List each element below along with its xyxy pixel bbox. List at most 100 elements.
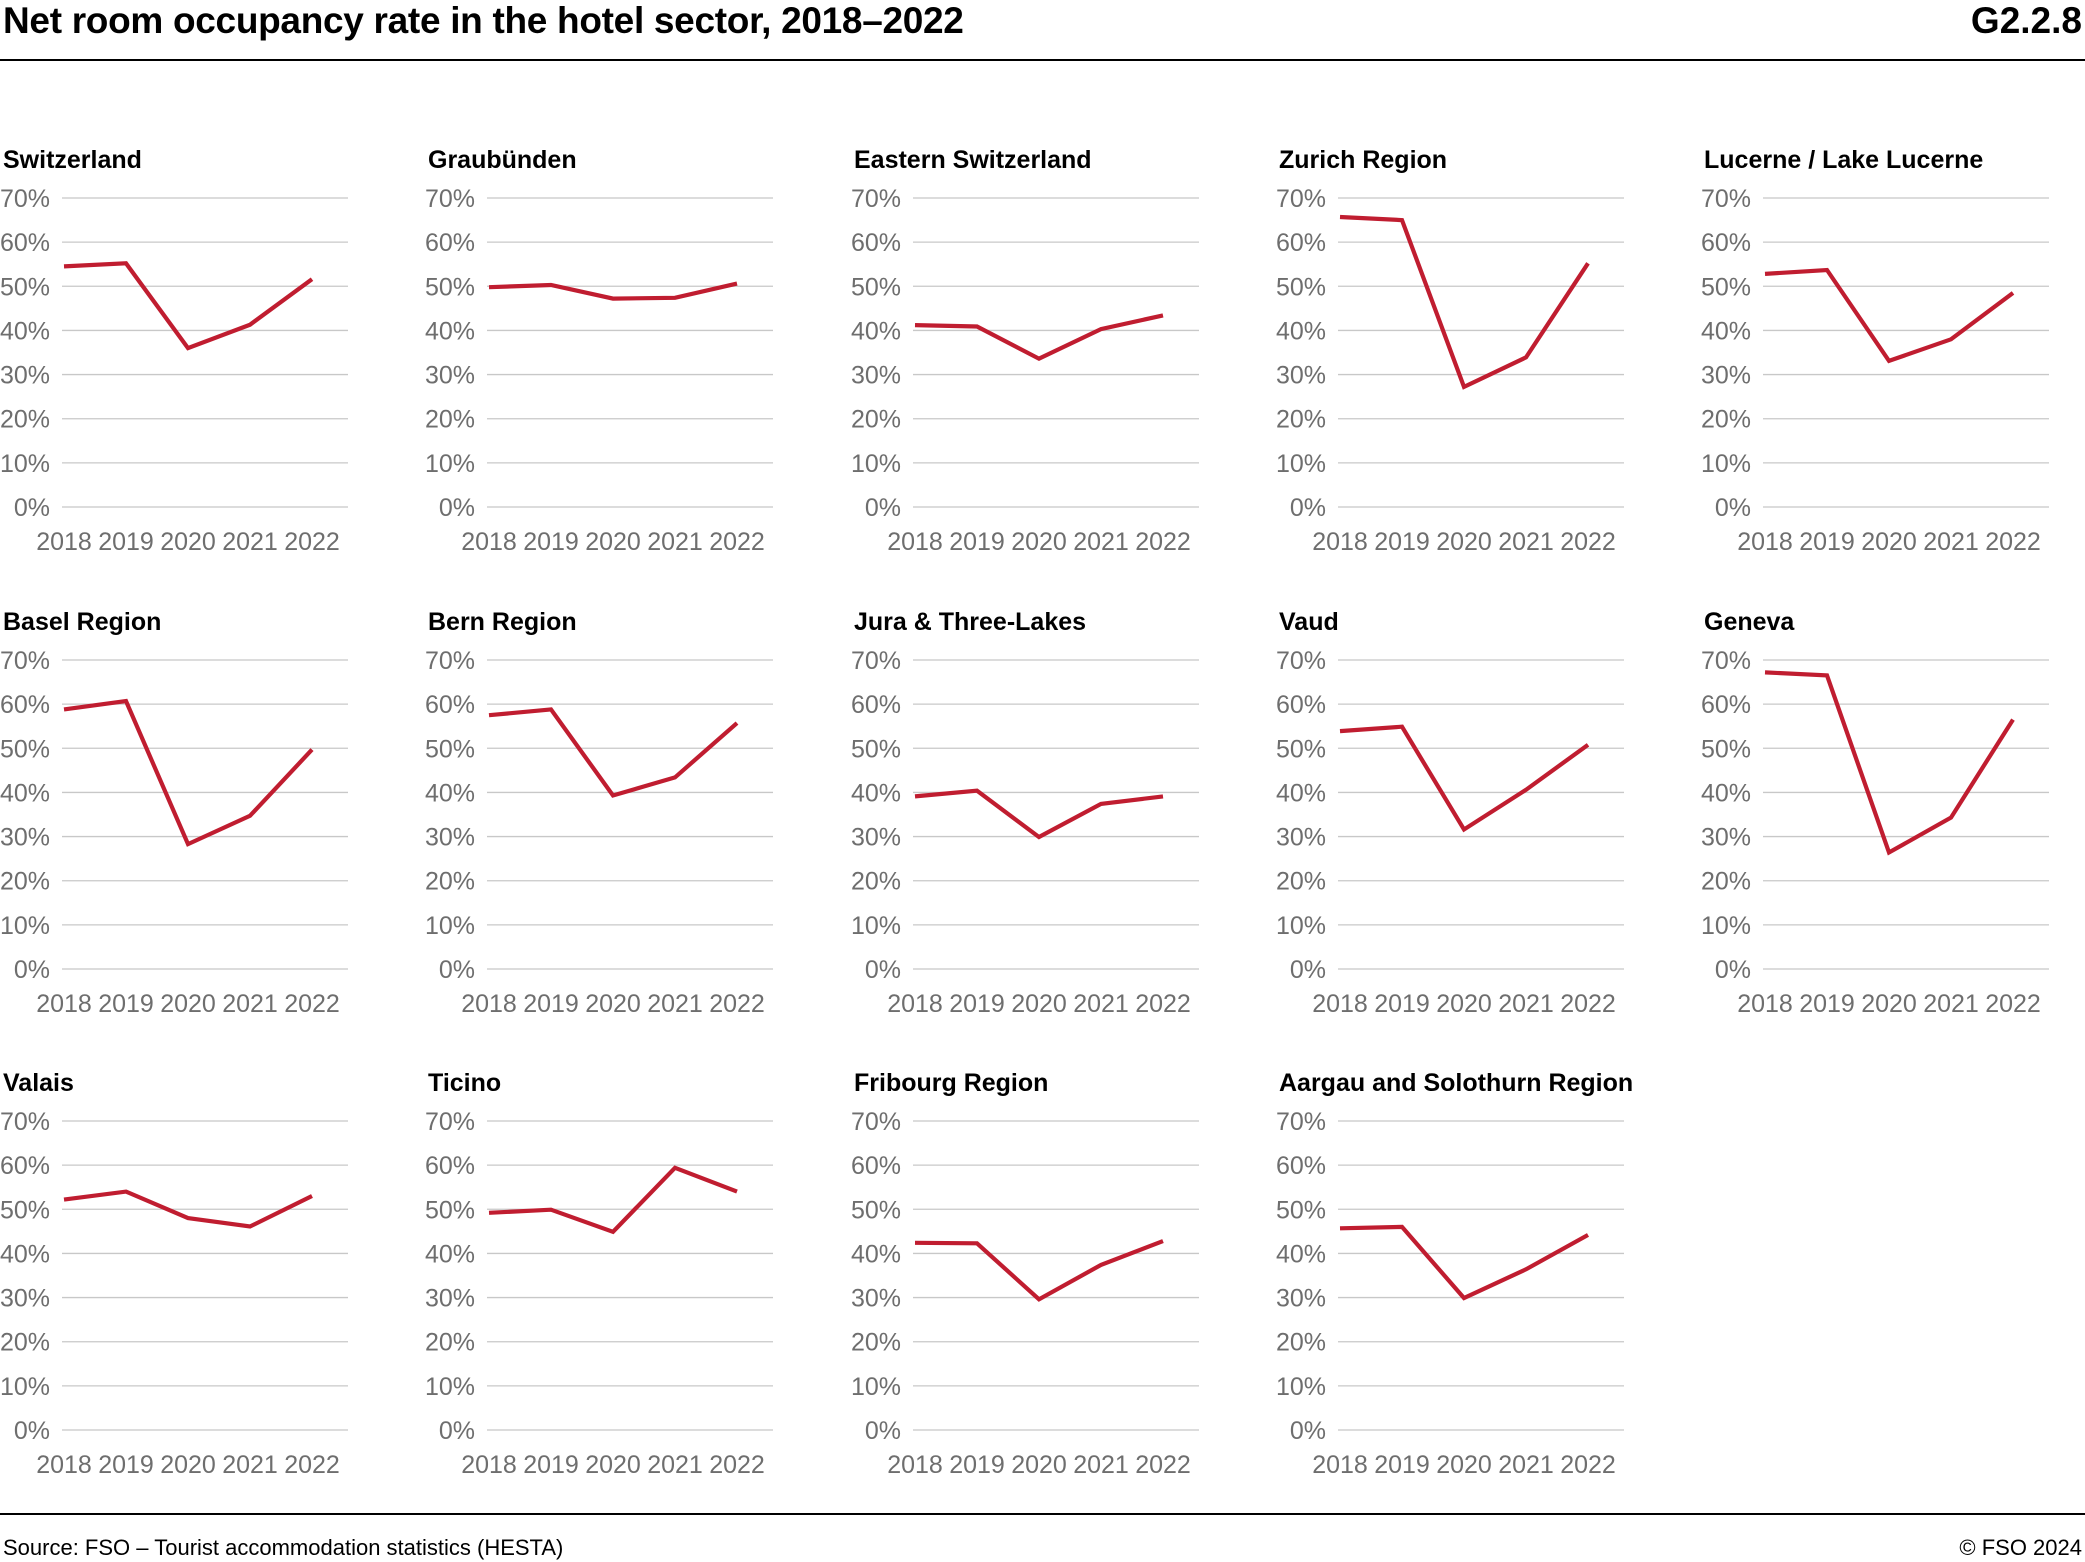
x-tick-label: 2018 — [36, 528, 92, 556]
series-line-bern-region — [488, 707, 739, 798]
y-tick-label: 30% — [425, 824, 475, 852]
footer-divider — [0, 1513, 2085, 1515]
y-tick-label: 30% — [425, 1285, 475, 1313]
y-tick-label: 30% — [851, 1285, 901, 1313]
series-line-eastern-switzerland — [914, 313, 1164, 362]
y-tick-label: 0% — [439, 956, 475, 984]
panel-title: Fribourg Region — [854, 1069, 1048, 1097]
series-line-zurich-region — [1339, 214, 1590, 390]
y-tick-label: 50% — [0, 273, 50, 301]
y-tick-label: 10% — [0, 450, 50, 478]
x-tick-label: 2019 — [949, 1451, 1005, 1479]
x-tick-label: 2019 — [949, 528, 1005, 556]
x-tick-label: 2019 — [98, 990, 154, 1018]
y-tick-label: 70% — [851, 185, 901, 213]
x-tick-label: 2022 — [284, 528, 340, 556]
x-tick-label: 2020 — [585, 990, 641, 1018]
y-tick-label: 20% — [1701, 868, 1751, 896]
x-tick-label: 2021 — [1073, 990, 1129, 1018]
y-tick-label: 40% — [425, 779, 475, 807]
y-tick-label: 20% — [0, 406, 50, 434]
series-line-ticino — [488, 1165, 738, 1235]
panel-title: Eastern Switzerland — [854, 146, 1092, 174]
chart-header: Net room occupancy rate in the hotel sec… — [0, 0, 2085, 62]
panel-lucerne-lake-lucerne: Lucerne / Lake Lucerne 0% 10% 20% 30% 40% 50% 6… — [1701, 146, 2049, 556]
y-tick-label: 40% — [851, 317, 901, 345]
x-tick-label: 2021 — [1923, 528, 1979, 556]
x-tick-label: 2021 — [222, 990, 278, 1018]
x-tick-label: 2019 — [1374, 990, 1430, 1018]
x-tick-label: 2022 — [1985, 990, 2041, 1018]
y-tick-label: 10% — [851, 1373, 901, 1401]
series-line-graub-nden — [488, 281, 738, 301]
x-tick-label: 2018 — [36, 990, 92, 1018]
y-tick-label: 0% — [1715, 956, 1751, 984]
series-line-jura-and-three-lakes — [914, 788, 1164, 840]
x-tick-label: 2018 — [461, 528, 517, 556]
y-tick-label: 20% — [425, 868, 475, 896]
y-tick-label: 70% — [0, 1108, 50, 1136]
y-tick-label: 10% — [425, 1373, 475, 1401]
y-tick-label: 10% — [1276, 450, 1326, 478]
x-tick-label: 2019 — [523, 528, 579, 556]
x-tick-label: 2018 — [887, 990, 943, 1018]
panel-title: Geneva — [1704, 608, 1795, 636]
y-tick-label: 30% — [851, 824, 901, 852]
x-tick-label: 2021 — [1073, 1451, 1129, 1479]
y-tick-label: 60% — [1701, 229, 1751, 257]
x-tick-label: 2020 — [1861, 528, 1917, 556]
x-tick-label: 2021 — [1073, 528, 1129, 556]
y-tick-label: 70% — [1276, 647, 1326, 675]
y-tick-label: 50% — [851, 273, 901, 301]
y-tick-label: 40% — [425, 317, 475, 345]
y-tick-label: 0% — [1290, 956, 1326, 984]
x-tick-label: 2020 — [585, 1451, 641, 1479]
x-tick-label: 2018 — [1312, 990, 1368, 1018]
y-tick-label: 30% — [1276, 362, 1326, 390]
y-tick-label: 60% — [1701, 691, 1751, 719]
panel-jura-and-three-lakes: Jura & Three-Lakes 0% 10% 20% 30% 40% 50% 60% 70… — [851, 608, 1199, 1018]
x-tick-label: 2019 — [98, 528, 154, 556]
y-tick-label: 20% — [0, 1329, 50, 1357]
panel-aargau-and-solothurn-region: Aargau and Solothurn Region 0% 10% 20% 30% 40… — [1276, 1069, 1633, 1479]
y-tick-label: 70% — [425, 185, 475, 213]
y-tick-label: 60% — [1276, 691, 1326, 719]
x-tick-label: 2022 — [709, 528, 765, 556]
y-tick-label: 0% — [865, 1417, 901, 1445]
x-tick-label: 2019 — [1799, 528, 1855, 556]
y-tick-label: 40% — [425, 1240, 475, 1268]
x-tick-label: 2020 — [1011, 1451, 1067, 1479]
panel-eastern-switzerland: Eastern Switzerland 0% 10% 20% 30% 40% 50% 60% 7… — [851, 146, 1199, 556]
y-tick-label: 60% — [0, 1152, 50, 1180]
y-tick-label: 40% — [851, 779, 901, 807]
y-tick-label: 70% — [425, 1108, 475, 1136]
header-divider — [0, 59, 2085, 61]
y-tick-label: 20% — [425, 1329, 475, 1357]
x-tick-label: 2021 — [647, 528, 703, 556]
y-tick-label: 50% — [851, 735, 901, 763]
series-line-fribourg-region — [914, 1239, 1164, 1302]
x-tick-label: 2020 — [1011, 528, 1067, 556]
x-tick-label: 2022 — [709, 1451, 765, 1479]
y-tick-label: 70% — [1701, 647, 1751, 675]
x-tick-label: 2018 — [1312, 1451, 1368, 1479]
panel-title: Basel Region — [3, 608, 161, 636]
y-tick-label: 10% — [1276, 1373, 1326, 1401]
y-tick-label: 0% — [1715, 494, 1751, 522]
series-line-valais — [63, 1189, 313, 1229]
panel-title: Bern Region — [428, 608, 577, 636]
y-tick-label: 50% — [425, 273, 475, 301]
y-tick-label: 30% — [1276, 824, 1326, 852]
y-tick-label: 30% — [0, 1285, 50, 1313]
x-tick-label: 2018 — [36, 1451, 92, 1479]
chart-code: G2.2.8 — [1970, 0, 2082, 41]
chart-title: Net room occupancy rate in the hotel sec… — [3, 0, 964, 41]
x-tick-label: 2021 — [1498, 1451, 1554, 1479]
x-tick-label: 2022 — [1135, 990, 1191, 1018]
y-tick-label: 60% — [1276, 229, 1326, 257]
x-tick-label: 2019 — [98, 1451, 154, 1479]
